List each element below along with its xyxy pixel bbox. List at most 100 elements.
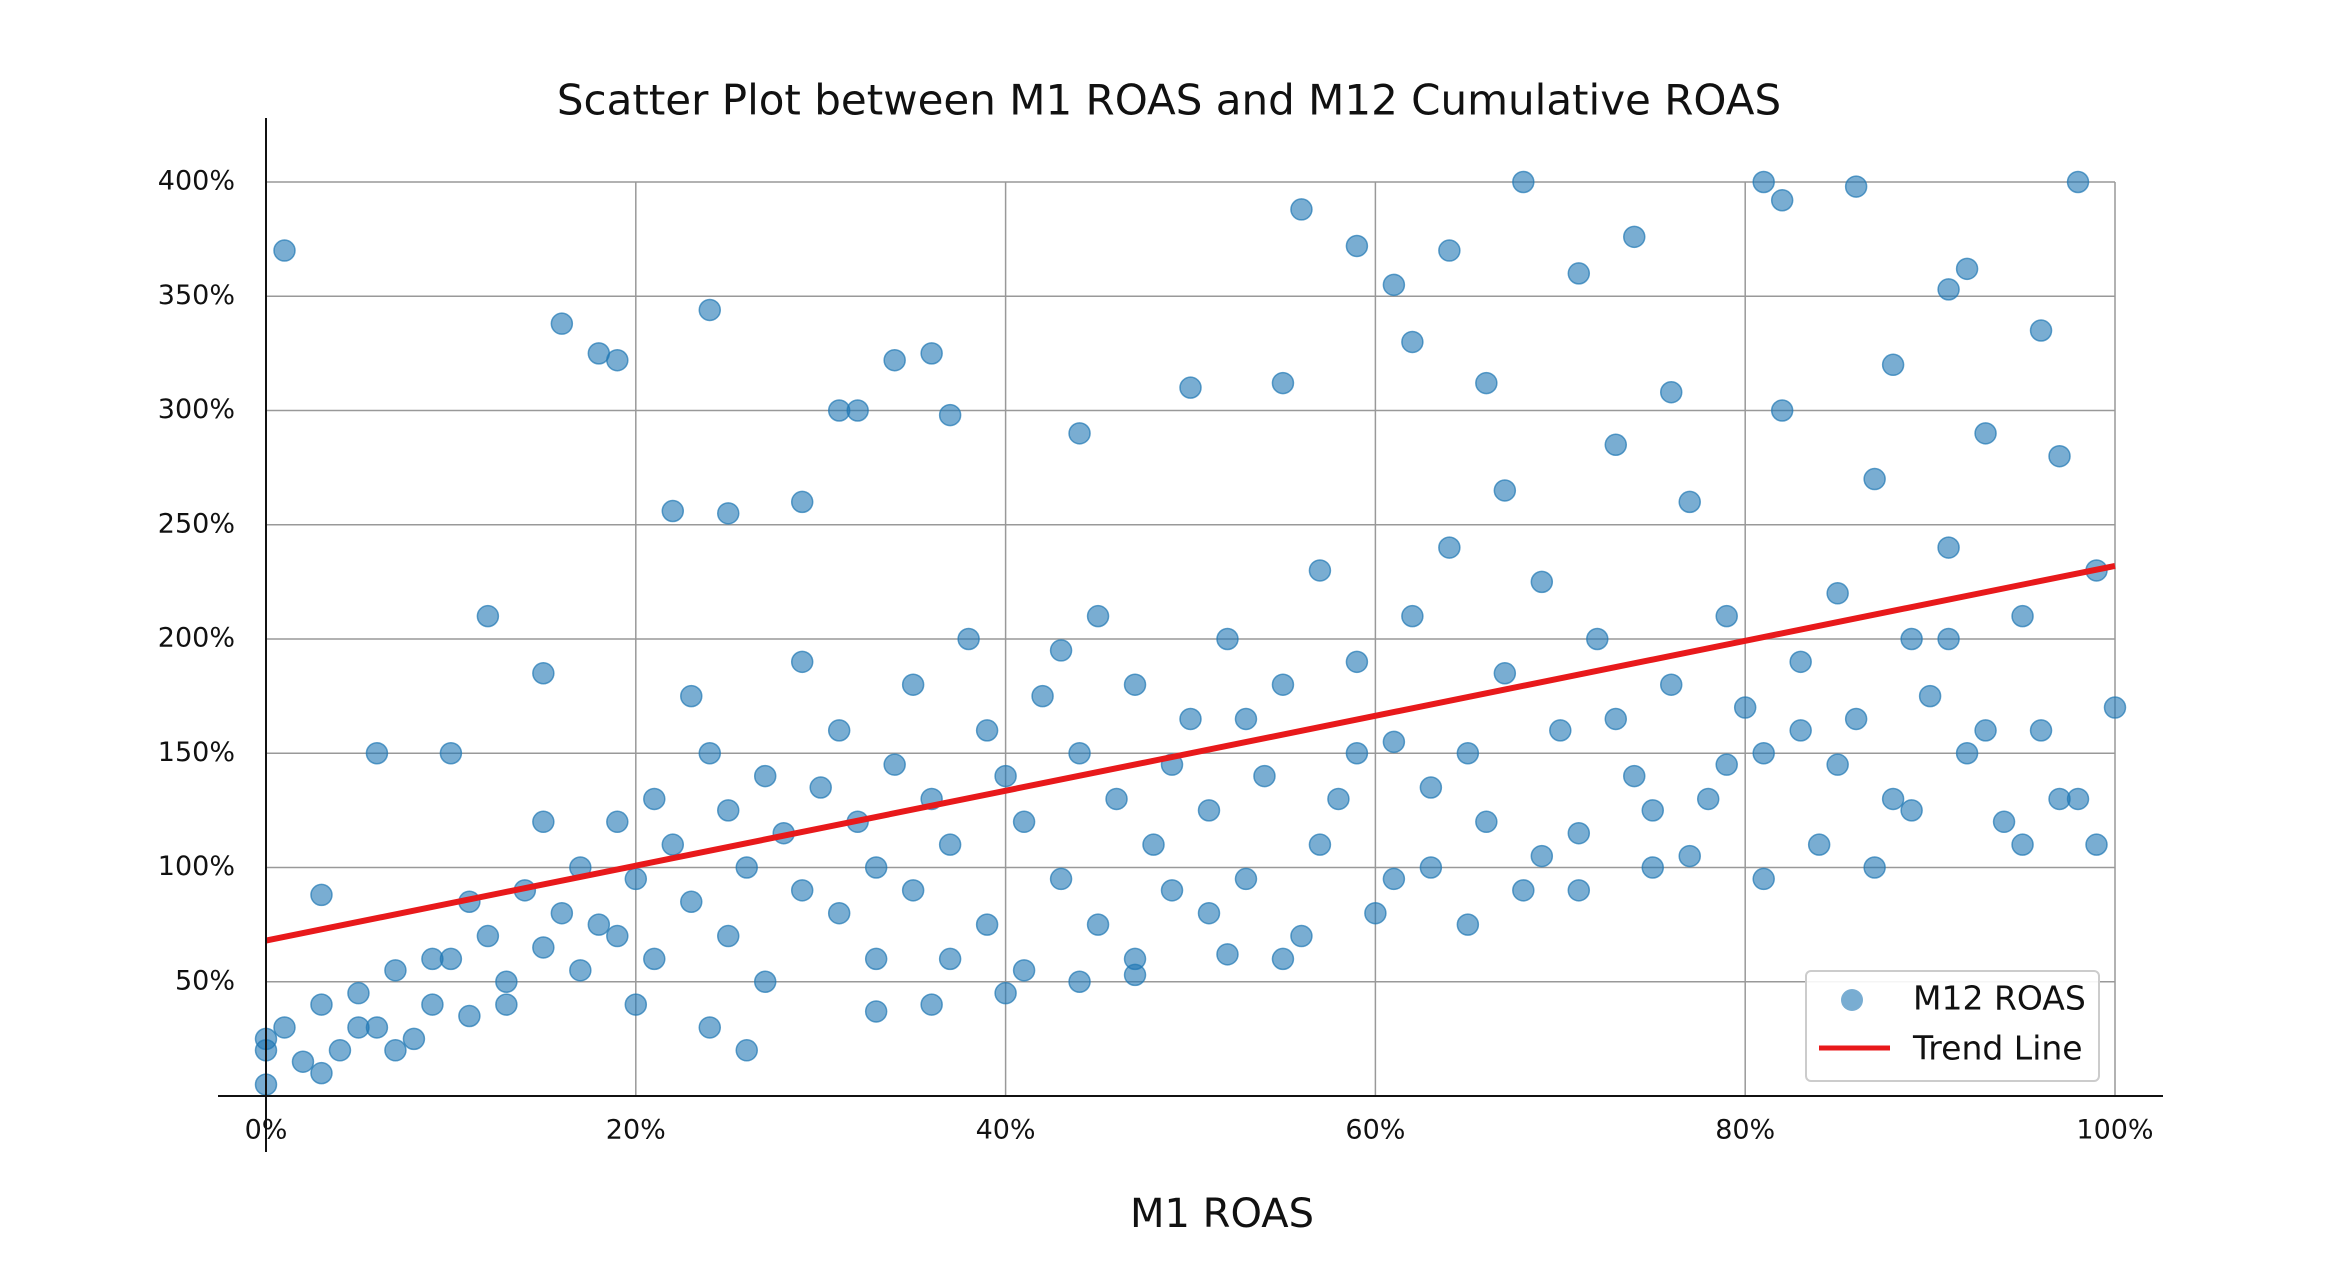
scatter-point [1844,707,1868,731]
scatter-point [532,936,555,959]
legend-label: M12 ROAS [1913,979,2086,1018]
scatter-point [1715,753,1738,776]
scatter-point [1345,742,1369,765]
scatter-point [883,753,906,776]
scatter-point [901,879,925,902]
scatter-point [1900,799,1923,822]
scatter-point [1419,856,1443,879]
scatter-point [2011,604,2034,628]
scatter-point [753,764,777,788]
scatter-point [1512,170,1535,194]
scatter-point [1807,833,1831,856]
scatter-point [809,776,832,799]
scatter-point [569,959,592,982]
scatter-point [975,913,999,936]
scatter-point [1549,719,1572,742]
scatter-point [1456,742,1480,765]
scatter-point [698,742,722,765]
legend-box [1805,970,2100,1082]
scatter-point [2066,170,2090,194]
scatter-point [1271,947,1295,971]
scatter-point [1234,867,1258,891]
scatter-point [1623,225,1646,249]
scatter-point [624,867,648,891]
scatter-point [938,833,962,856]
scatter-point [1382,867,1406,891]
scatter-point [1475,810,1498,834]
x-tick-label: 100% [2076,1115,2153,1146]
scatter-point [310,883,333,907]
scatter-point [975,719,999,742]
scatter-point [1049,867,1073,891]
scatter-point [1068,422,1091,445]
scatter-point [1216,943,1239,966]
scatter-point [1955,257,1979,281]
scatter-point [1345,234,1369,258]
x-axis-label: M1 ROAS [1130,1191,1314,1237]
scatter-point [1086,913,1110,936]
scatter-point [1475,371,1498,395]
scatter-point [920,342,943,365]
scatter-point [439,742,463,765]
y-tick-label: 200% [158,623,235,654]
scatter-point [384,1039,407,1062]
legend-marker [1841,989,1863,1011]
scatter-point [1955,742,1979,765]
scatter-point [458,1004,481,1028]
chart-title: Scatter Plot between M1 ROAS and M12 Cum… [557,76,1781,125]
scatter-point [1752,867,1775,891]
legend: M12 ROAS Trend Line [1805,970,2100,1082]
scatter-point [1678,490,1701,514]
y-tick-label: 300% [158,394,235,425]
x-tick-label: 60% [1345,1115,1405,1146]
scatter-point [1530,844,1554,868]
scatter-point [827,901,851,925]
scatter-point [1863,856,1886,879]
scatter-point [1512,879,1535,902]
y-tick-label: 50% [175,965,235,996]
scatter-point [994,981,1017,1005]
scatter-point [735,856,758,879]
trend-line [265,562,2116,944]
scatter-point [421,947,444,971]
scatter-point [1826,753,1849,776]
scatter-point [624,993,648,1016]
scatter-point [717,924,740,948]
scatter-point [957,627,980,651]
plot-area [254,170,2127,1096]
scatter-point [606,810,629,834]
scatter-point [310,1061,333,1085]
scatter-point [2011,833,2034,856]
scatter-point [1401,330,1424,354]
scatter-point [1327,787,1350,811]
scatter-point [1364,901,1387,925]
scatter-point [2103,696,2127,719]
scatter-point [1179,376,1202,399]
scatter-point [1881,787,1905,811]
scatter-point [1974,719,1997,742]
scatter-point [2029,319,2053,342]
scatter-point [532,810,555,834]
scatter-point [1068,742,1091,765]
scatter-point [1937,278,1960,301]
y-tick-label: 350% [158,280,235,311]
scatter-point [606,348,629,372]
scatter-point [1382,730,1406,754]
scatter-point [273,1016,296,1039]
scatter-point [846,399,869,422]
scatter-point [1068,970,1091,993]
scatter-point [1401,604,1424,628]
scatter-point [827,719,851,742]
scatter-point [883,348,906,372]
scatter-point [1900,627,1923,651]
scatter-point [495,970,518,993]
scatter-point [1696,787,1720,811]
scatter-point [1105,787,1128,811]
scatter-point [1197,799,1221,822]
scatter-point [1216,627,1239,651]
scatter-point [1659,673,1683,696]
scatter-point [1789,719,1812,742]
